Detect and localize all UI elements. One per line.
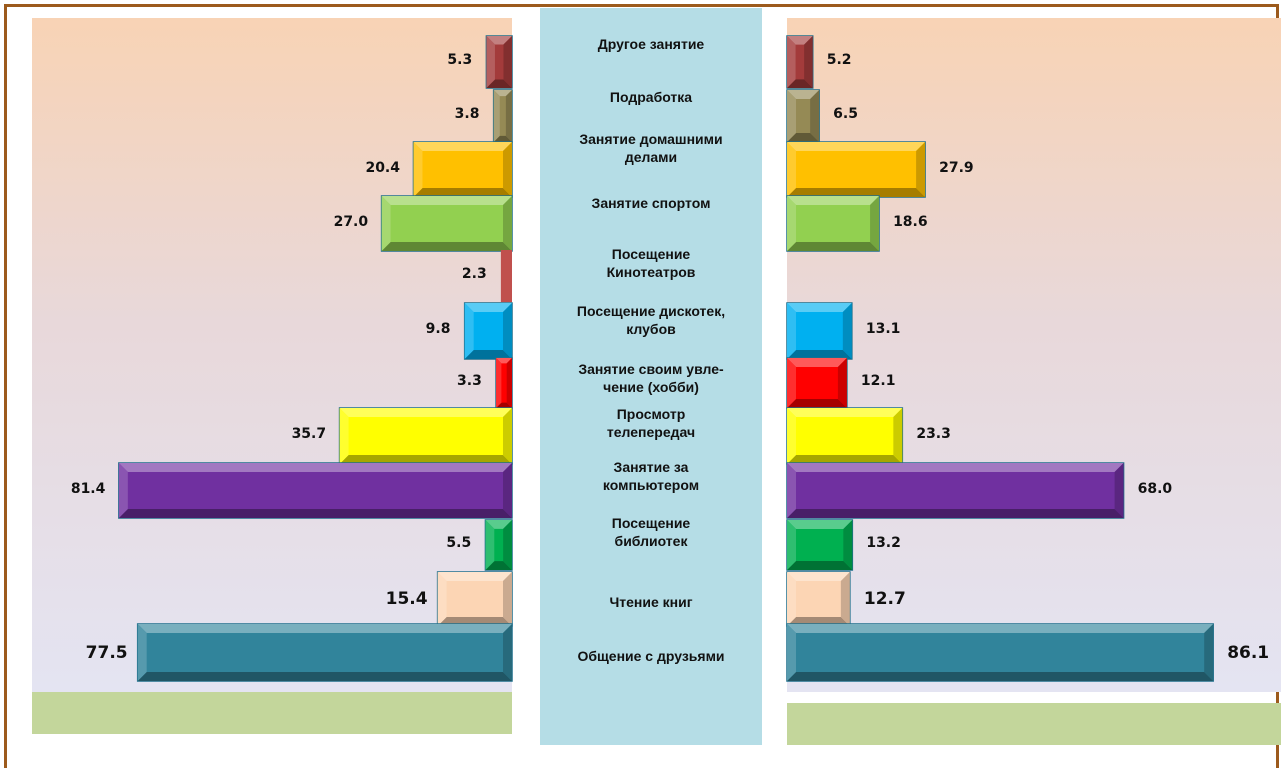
category-label-12: Общение с друзьями	[540, 647, 762, 665]
value-label-right-1: 5.2	[826, 52, 852, 68]
bar-right-8	[786, 407, 904, 465]
category-label-line: делами	[624, 149, 678, 165]
right-floor	[787, 703, 1281, 745]
value-label-right-8: 23.3	[916, 426, 951, 442]
category-label-line: клубов	[626, 321, 676, 337]
left-floor	[32, 692, 512, 734]
bar-right-9	[786, 462, 1125, 519]
bar-left-8	[338, 407, 513, 465]
bar-left-11	[436, 571, 513, 627]
category-label-line: Занятие за	[613, 459, 689, 475]
bar-left-2	[492, 89, 513, 143]
bar-right-3	[786, 141, 926, 198]
bar-left-7	[495, 357, 513, 409]
value-label-left-12: 77.5	[85, 642, 128, 663]
bar-left-9	[118, 462, 513, 519]
value-label-left-3: 20.4	[365, 159, 400, 176]
left-plot-area	[32, 18, 512, 692]
category-label-line: Занятие своим увле-	[578, 361, 724, 377]
bar-left-5	[500, 250, 512, 302]
category-label-line: Занятие домашними	[579, 131, 723, 147]
category-label-line: Общение с друзьями	[577, 648, 725, 664]
bar-left-6	[463, 302, 513, 360]
value-label-left-6: 9.8	[425, 321, 451, 337]
category-label-line: Посещение	[611, 515, 691, 531]
value-label-right-9: 68.0	[1137, 480, 1173, 497]
category-label-5: Посещение Кинотеатров	[540, 245, 762, 281]
value-label-right-3: 27.9	[939, 159, 974, 176]
value-label-right-10: 13.2	[866, 535, 901, 551]
category-label-9: Занятие за компьютером	[540, 458, 762, 494]
category-label-line: компьютером	[602, 477, 700, 493]
category-label-line: чение (хобби)	[603, 379, 699, 395]
category-label-line: Другое занятие	[597, 36, 705, 52]
bar-left-3	[412, 141, 513, 198]
category-label-6: Посещение дискотек, клубов	[540, 302, 762, 338]
bar-left-1	[485, 35, 513, 89]
value-label-left-10: 5.5	[446, 535, 472, 551]
category-label-line: Посещение	[611, 246, 691, 262]
category-label-line: библиотек	[614, 533, 688, 549]
category-label-10: Посещение библиотек	[540, 514, 762, 550]
value-label-right-6: 13.1	[865, 321, 901, 337]
value-label-left-2: 3.8	[454, 106, 480, 122]
value-label-right-7: 12.1	[860, 373, 896, 389]
category-label-line: Кинотеатров	[606, 264, 696, 280]
bar-right-2	[786, 89, 820, 143]
value-label-right-11: 12.7	[863, 589, 906, 609]
value-label-left-8: 35.7	[291, 426, 327, 442]
bar-right-1	[786, 35, 814, 89]
value-label-left-4: 27.0	[333, 213, 369, 230]
bar-right-10	[786, 519, 854, 571]
category-label-8: Просмотр телепередач	[540, 405, 762, 441]
bar-left-12	[136, 623, 513, 682]
category-label-2: Подработка	[540, 88, 762, 106]
category-label-line: телепередач	[606, 424, 696, 440]
value-label-right-12: 86.1	[1227, 642, 1270, 663]
bar-right-6	[786, 302, 853, 360]
value-label-left-1: 5.3	[447, 52, 473, 68]
category-column	[540, 8, 762, 745]
value-label-left-5: 2.3	[461, 266, 487, 282]
bar-left-4	[380, 195, 513, 252]
value-label-left-11: 15.4	[385, 589, 428, 609]
category-label-line: Посещение дискотек,	[576, 303, 726, 319]
category-label-1: Другое занятие	[540, 35, 762, 53]
bar-right-4	[786, 195, 880, 252]
bar-right-7	[786, 357, 848, 409]
bar-right-12	[786, 623, 1214, 682]
right-plot-area	[787, 18, 1281, 692]
category-label-3: Занятие домашними делами	[540, 130, 762, 166]
value-label-right-2: 6.5	[833, 106, 858, 122]
bar-right-11	[786, 571, 851, 627]
bar-left-10	[484, 519, 513, 571]
category-label-line: Просмотр	[616, 406, 686, 422]
value-label-left-7: 3.3	[457, 373, 482, 389]
value-label-right-4: 18.6	[893, 213, 928, 230]
category-label-11: Чтение книг	[540, 593, 762, 611]
value-label-left-9: 81.4	[70, 480, 106, 497]
category-label-7: Занятие своим увле-чение (хобби)	[540, 360, 762, 396]
category-label-line: Чтение книг	[609, 594, 693, 610]
category-label-line: Занятие спортом	[591, 195, 711, 211]
category-label-line: Подработка	[609, 89, 693, 105]
category-label-4: Занятие спортом	[540, 194, 762, 212]
